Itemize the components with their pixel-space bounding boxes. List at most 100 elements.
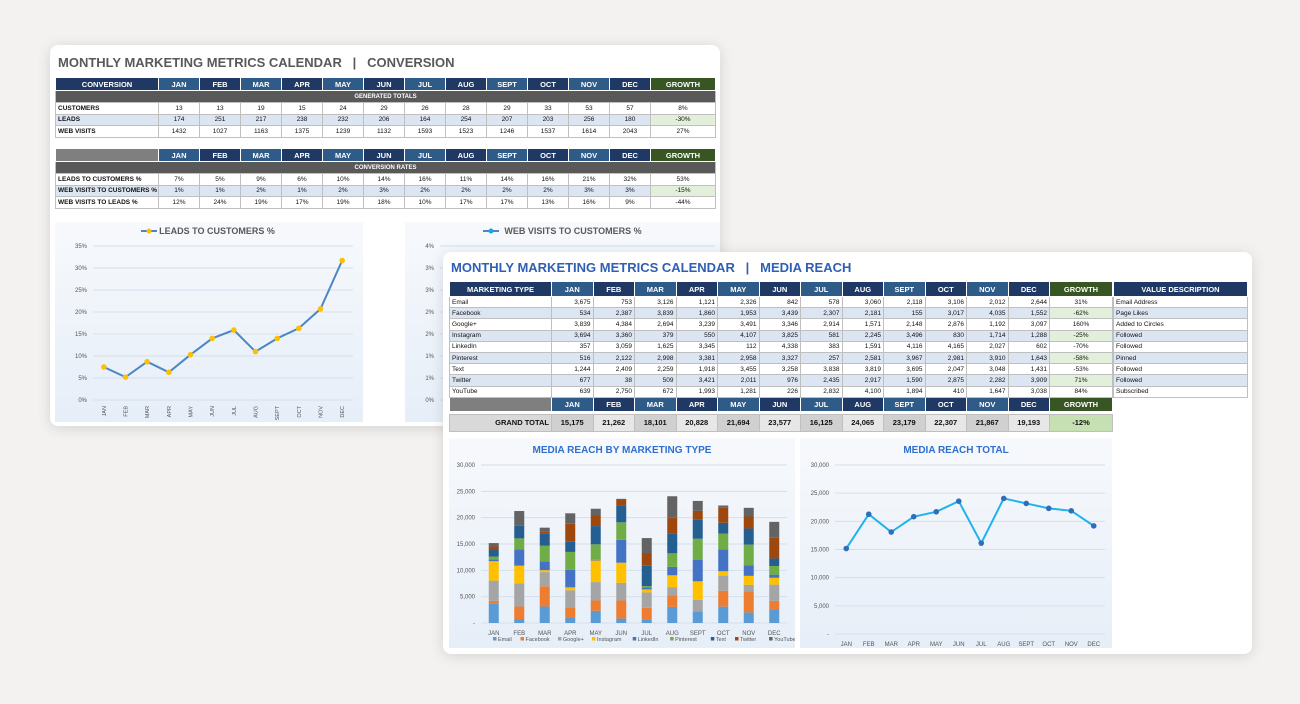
value-cell: 3,360 bbox=[592, 329, 635, 342]
value-cell: 1,860 bbox=[675, 307, 718, 320]
x-tick-label: JUL bbox=[232, 406, 238, 416]
value-cell: 3% bbox=[609, 184, 651, 197]
value-cell: 5% bbox=[199, 173, 241, 186]
y-tick-label: - bbox=[827, 632, 829, 638]
growth-cell: 8% bbox=[650, 102, 716, 115]
value-cell: 32% bbox=[609, 173, 651, 186]
value-cell: 17% bbox=[281, 196, 323, 209]
row-label: Instagram bbox=[449, 329, 552, 342]
bar-segment-text bbox=[743, 528, 754, 545]
value-cell: 3,839 bbox=[634, 307, 677, 320]
row-label: LEADS bbox=[55, 113, 159, 126]
bar-segment-google-plus bbox=[743, 584, 754, 592]
y-tick-label: 15,000 bbox=[457, 542, 476, 548]
bar-segment-text bbox=[514, 525, 525, 539]
value-cell: 3,967 bbox=[883, 351, 926, 365]
value-cell: 1375 bbox=[281, 125, 323, 138]
bar-segment-text bbox=[692, 519, 703, 539]
legend-swatch bbox=[592, 637, 596, 641]
x-tick-label: JUN bbox=[210, 406, 216, 417]
bar-segment-twitter bbox=[743, 516, 754, 529]
bar-segment-email bbox=[616, 618, 627, 623]
value-description: Followed bbox=[1113, 329, 1248, 342]
value-cell: 29 bbox=[486, 102, 528, 115]
value-cell: 357 bbox=[551, 340, 594, 353]
value-cell: 2,832 bbox=[800, 385, 843, 398]
y-tick-label: 2% bbox=[425, 332, 434, 338]
value-cell: 3,421 bbox=[675, 374, 718, 387]
bar-segment-email bbox=[769, 609, 780, 623]
value-cell: 4,100 bbox=[841, 385, 884, 398]
value-description: Subscribed bbox=[1113, 385, 1248, 398]
table-row: Google+ 3,839 4,384 2,694 3,239 3,491 3,346 2,9… bbox=[449, 318, 1113, 331]
value-description: Followed bbox=[1113, 374, 1248, 387]
header-row: MARKETING TYPE JAN FEB MAR APR MAY JUN JUL AUG SE… bbox=[449, 281, 1113, 297]
x-tick-label: JAN bbox=[102, 406, 108, 416]
row-label: YouTube bbox=[449, 385, 552, 398]
column-header-growth: GROWTH bbox=[650, 77, 716, 91]
value-cell: 1027 bbox=[199, 125, 241, 138]
column-header-jul: JUL bbox=[800, 396, 843, 412]
column-header-growth: GROWTH bbox=[650, 148, 716, 162]
value-cell: 3,017 bbox=[924, 307, 967, 320]
bar-segment-linkedin bbox=[590, 559, 601, 561]
column-header-feb: FEB bbox=[199, 148, 241, 162]
value-cell: 2,122 bbox=[592, 351, 635, 365]
column-header-jan: JAN bbox=[158, 148, 200, 162]
value-cell: 3,126 bbox=[634, 295, 677, 309]
column-header-mar: MAR bbox=[240, 77, 282, 91]
column-header-dec: DEC bbox=[1007, 281, 1050, 297]
value-cell: 3,695 bbox=[883, 363, 926, 376]
y-tick-label: 25% bbox=[75, 288, 88, 294]
bar-segment-twitter bbox=[590, 515, 601, 527]
grand-total-value: 21,867 bbox=[966, 413, 1009, 432]
value-cell: 206 bbox=[363, 113, 405, 126]
legend-label: LinkedIn bbox=[638, 637, 659, 643]
x-tick-label: FEB bbox=[863, 642, 875, 648]
x-tick-label: DEC bbox=[1087, 642, 1100, 648]
data-point bbox=[1023, 500, 1030, 507]
data-point bbox=[101, 364, 107, 370]
bar-segment-email bbox=[692, 611, 703, 623]
value-cell: 753 bbox=[592, 295, 635, 309]
value-cell: 1,121 bbox=[675, 295, 718, 309]
data-point bbox=[296, 325, 302, 332]
bar-segment-youtube bbox=[616, 498, 627, 501]
y-tick-label: 4% bbox=[425, 244, 434, 250]
bar-segment-facebook bbox=[565, 607, 576, 618]
table-row: Twitter 677 38 509 3,421 2,011 976 2,435 2,917 1,… bbox=[449, 374, 1113, 387]
bar-segment-youtube bbox=[743, 507, 754, 517]
growth-cell: -53% bbox=[1049, 363, 1113, 376]
x-tick-label: JUL bbox=[641, 631, 652, 637]
bar-segment-linkedin bbox=[616, 539, 627, 563]
data-point bbox=[865, 511, 872, 518]
legend-marker bbox=[146, 228, 152, 234]
bar-segment-pinterest bbox=[539, 545, 550, 562]
x-tick-label: FEB bbox=[513, 631, 525, 637]
bar-segment-instagram bbox=[769, 577, 780, 585]
bar-segment-google-plus bbox=[565, 590, 576, 608]
data-point bbox=[144, 358, 150, 365]
bar-segment-twitter bbox=[718, 507, 729, 523]
column-header-feb: FEB bbox=[592, 396, 635, 412]
grand-total-value: 23,577 bbox=[758, 413, 801, 432]
value-cell: 203 bbox=[527, 113, 569, 126]
data-point bbox=[1000, 495, 1007, 502]
column-header-oct: OCT bbox=[527, 148, 569, 162]
table-row: YouTube 639 2,750 672 1,993 1,281 226 2,832 4,10… bbox=[449, 385, 1113, 398]
value-cell: 13 bbox=[158, 102, 200, 115]
y-tick-label: 0% bbox=[425, 398, 434, 404]
bar-segment-twitter bbox=[641, 552, 652, 566]
value-cell: 3,910 bbox=[966, 351, 1009, 365]
bar-segment-youtube bbox=[488, 543, 499, 547]
data-point bbox=[955, 498, 962, 504]
growth-cell: -44% bbox=[650, 196, 716, 209]
data-point bbox=[843, 545, 850, 552]
value-cell: 9% bbox=[609, 196, 651, 209]
column-header-jul: JUL bbox=[404, 148, 446, 162]
value-cell: 2,387 bbox=[592, 307, 635, 320]
column-header-may: MAY bbox=[717, 396, 760, 412]
column-header-apr: APR bbox=[281, 77, 323, 91]
value-cell: 2,326 bbox=[717, 295, 760, 309]
value-cell: 13 bbox=[199, 102, 241, 115]
